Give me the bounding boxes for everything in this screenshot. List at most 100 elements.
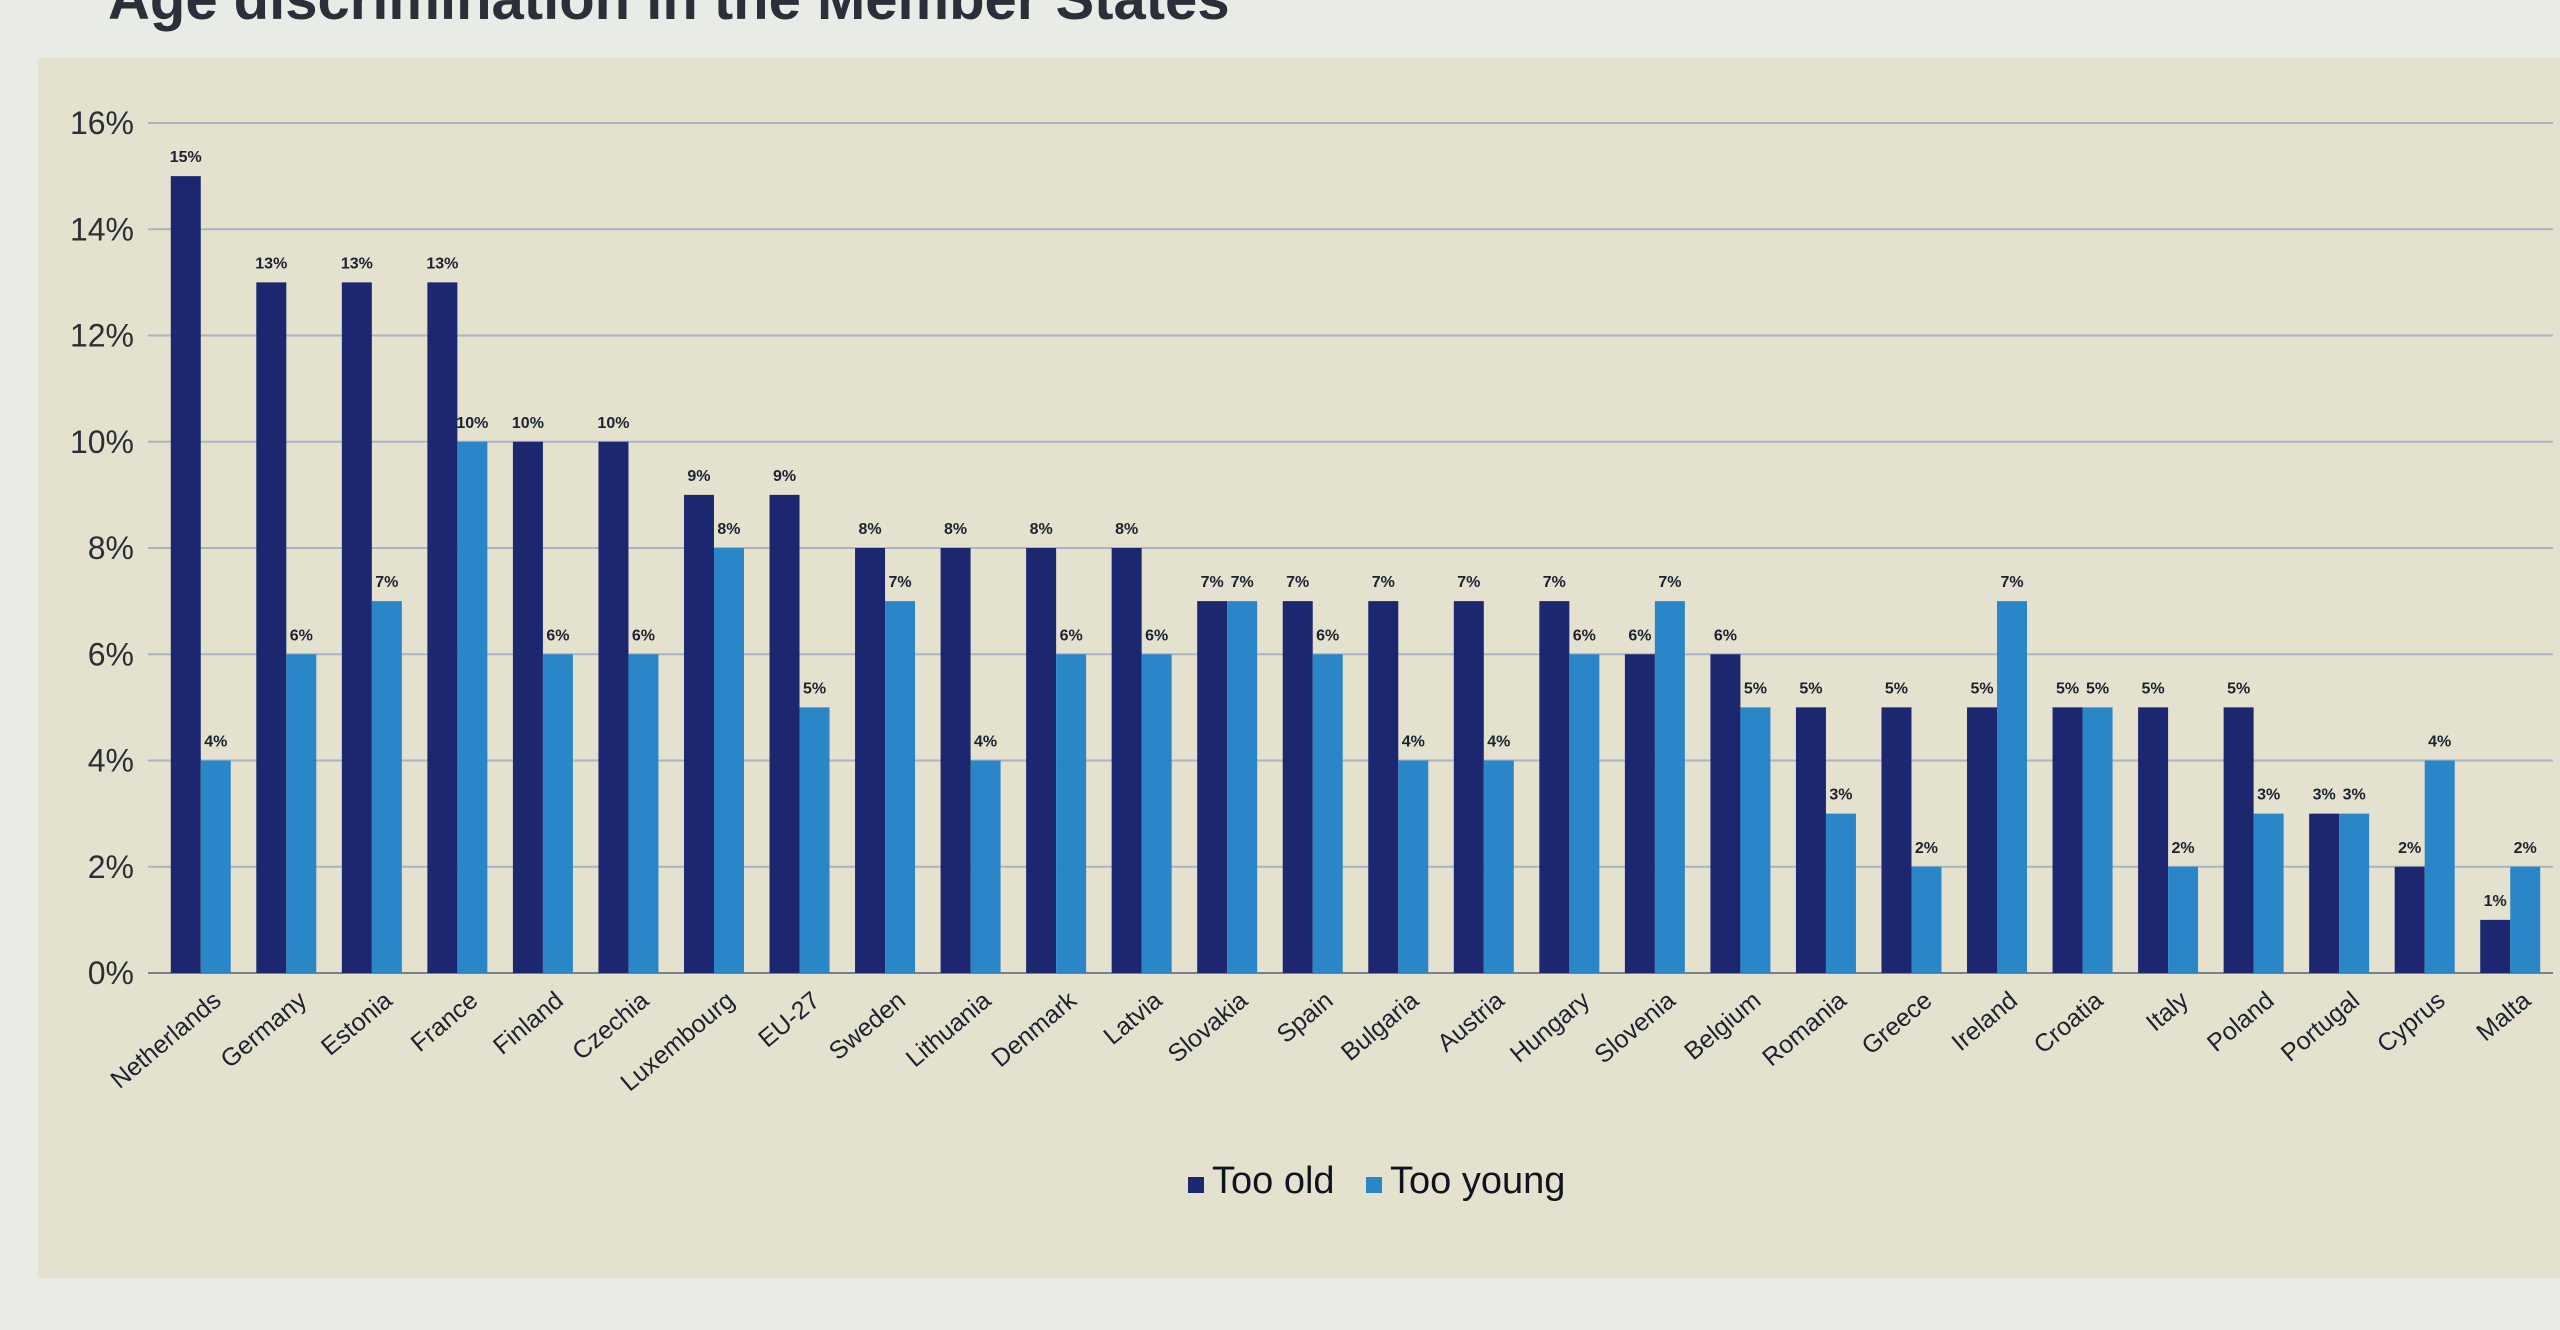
value-label-too-young: 2% xyxy=(2172,840,2195,857)
value-label-too-old: 6% xyxy=(1714,627,1737,644)
bar-too-old-germany xyxy=(256,282,287,973)
x-category-label: Slovenia xyxy=(1589,986,1681,1069)
value-label-too-old: 7% xyxy=(1201,574,1224,591)
bar-too-old-france xyxy=(427,282,458,973)
legend-label-too-old[interactable]: Too old xyxy=(1212,1160,1335,1202)
value-label-too-young: 5% xyxy=(803,680,826,697)
bar-too-old-eu-27 xyxy=(769,494,800,973)
value-label-too-old: 9% xyxy=(773,468,796,485)
bar-too-old-slovakia xyxy=(1197,601,1228,973)
value-label-too-young: 7% xyxy=(2000,574,2023,591)
bar-too-old-luxembourg xyxy=(683,494,714,973)
legend-swatch-too-old[interactable] xyxy=(1188,1177,1204,1193)
value-label-too-old: 10% xyxy=(512,415,544,432)
bar-too-old-portugal xyxy=(2309,813,2340,973)
x-category-label: Italy xyxy=(2141,986,2195,1037)
value-label-too-old: 9% xyxy=(687,468,710,485)
value-label-too-old: 7% xyxy=(1372,574,1395,591)
value-label-too-old: 8% xyxy=(1030,521,1053,538)
chart-panel: 0% 2% 4% 6% 8% 10% 12% 14% 16% 15% 4% 13% 6% 13% 7% 13… xyxy=(38,58,2560,1278)
bar-too-old-bulgaria xyxy=(1368,601,1399,973)
legend[interactable]: Too old Too young xyxy=(1188,1160,1565,1202)
y-tick-label: 14% xyxy=(70,211,134,247)
bar-too-young-france xyxy=(457,441,488,973)
bar-too-young-finland xyxy=(542,654,573,973)
bar-too-young-netherlands xyxy=(200,760,231,973)
bar-too-young-czechia xyxy=(628,654,659,973)
x-category-label: Spain xyxy=(1272,986,1339,1049)
value-label-too-young: 6% xyxy=(1145,627,1168,644)
value-label-too-old: 7% xyxy=(1457,574,1480,591)
bar-too-old-ireland xyxy=(1967,707,1998,973)
bars xyxy=(170,176,2541,973)
value-label-too-young: 4% xyxy=(1487,734,1510,751)
value-label-too-young: 6% xyxy=(1573,627,1596,644)
value-label-too-old: 13% xyxy=(255,255,287,272)
value-label-too-young: 6% xyxy=(290,627,313,644)
value-label-too-old: 5% xyxy=(1970,680,1993,697)
value-label-too-young: 2% xyxy=(2514,840,2537,857)
bar-too-old-poland xyxy=(2223,707,2254,973)
bar-too-old-hungary xyxy=(1539,601,1570,973)
value-label-too-young: 7% xyxy=(375,574,398,591)
x-category-label: Greece xyxy=(1857,986,1938,1060)
y-tick-label: 6% xyxy=(88,636,134,672)
value-label-too-old: 10% xyxy=(597,415,629,432)
bar-too-young-germany xyxy=(286,654,317,973)
bar-too-young-malta xyxy=(2510,866,2541,973)
value-label-too-young: 4% xyxy=(1402,734,1425,751)
bar-too-old-belgium xyxy=(1710,654,1741,973)
value-label-too-young: 7% xyxy=(1658,574,1681,591)
bar-too-young-poland xyxy=(2253,813,2284,973)
value-label-too-old: 5% xyxy=(1799,680,1822,697)
value-label-too-young: 6% xyxy=(632,627,655,644)
bar-too-old-croatia xyxy=(2052,707,2083,973)
bar-too-young-latvia xyxy=(1141,654,1172,973)
legend-swatch-too-young[interactable] xyxy=(1366,1177,1382,1193)
value-label-too-old: 5% xyxy=(2142,680,2165,697)
bar-too-old-cyprus xyxy=(2394,866,2425,973)
value-label-too-young: 4% xyxy=(974,734,997,751)
x-category-label: Estonia xyxy=(316,986,398,1061)
bar-too-young-sweden xyxy=(885,601,916,973)
bar-chart: 0% 2% 4% 6% 8% 10% 12% 14% 16% 15% 4% 13% 6% 13% 7% 13… xyxy=(70,105,2553,1202)
bar-too-young-romania xyxy=(1825,813,1856,973)
value-label-too-old: 7% xyxy=(1543,574,1566,591)
x-category-label: Austria xyxy=(1432,986,1510,1058)
value-label-too-old: 15% xyxy=(170,149,202,166)
x-category-label: Lithuania xyxy=(901,986,997,1073)
x-category-label: Romania xyxy=(1757,986,1852,1072)
bar-too-old-denmark xyxy=(1026,548,1057,973)
value-label-too-old: 5% xyxy=(2056,680,2079,697)
bar-too-young-austria xyxy=(1483,760,1514,973)
bar-too-young-hungary xyxy=(1569,654,1600,973)
x-category-label: Sweden xyxy=(824,986,911,1066)
y-tick-label: 2% xyxy=(88,849,134,885)
bar-too-young-luxembourg xyxy=(713,548,744,973)
bar-too-young-greece xyxy=(1911,866,1942,973)
y-tick-label: 10% xyxy=(70,424,134,460)
x-category-label: Malta xyxy=(2471,986,2536,1047)
bar-too-young-denmark xyxy=(1056,654,1087,973)
y-tick-label: 4% xyxy=(88,743,134,779)
legend-label-too-young[interactable]: Too young xyxy=(1390,1160,1565,1202)
bar-too-young-slovenia xyxy=(1654,601,1685,973)
bar-too-young-estonia xyxy=(371,601,402,973)
value-label-too-young: 6% xyxy=(546,627,569,644)
y-tick-label: 12% xyxy=(70,318,134,354)
value-label-too-young: 2% xyxy=(1915,840,1938,857)
value-label-too-old: 5% xyxy=(1885,680,1908,697)
value-label-too-young: 6% xyxy=(1316,627,1339,644)
value-labels: 15% 4% 13% 6% 13% 7% 13% 10% 10% 6% 10% 6% 9% 8% 9% 5% 8… xyxy=(170,149,2537,910)
x-category-label: Netherlands xyxy=(105,986,226,1094)
bar-too-old-spain xyxy=(1282,601,1313,973)
bar-too-old-greece xyxy=(1881,707,1912,973)
value-label-too-old: 8% xyxy=(858,521,881,538)
value-label-too-young: 4% xyxy=(204,734,227,751)
value-label-too-old: 8% xyxy=(1115,521,1138,538)
y-tick-label: 0% xyxy=(88,955,134,991)
bar-too-young-ireland xyxy=(1997,601,2028,973)
value-label-too-young: 7% xyxy=(1231,574,1254,591)
x-category-label: Slovakia xyxy=(1163,986,1253,1068)
value-label-too-old: 6% xyxy=(1628,627,1651,644)
